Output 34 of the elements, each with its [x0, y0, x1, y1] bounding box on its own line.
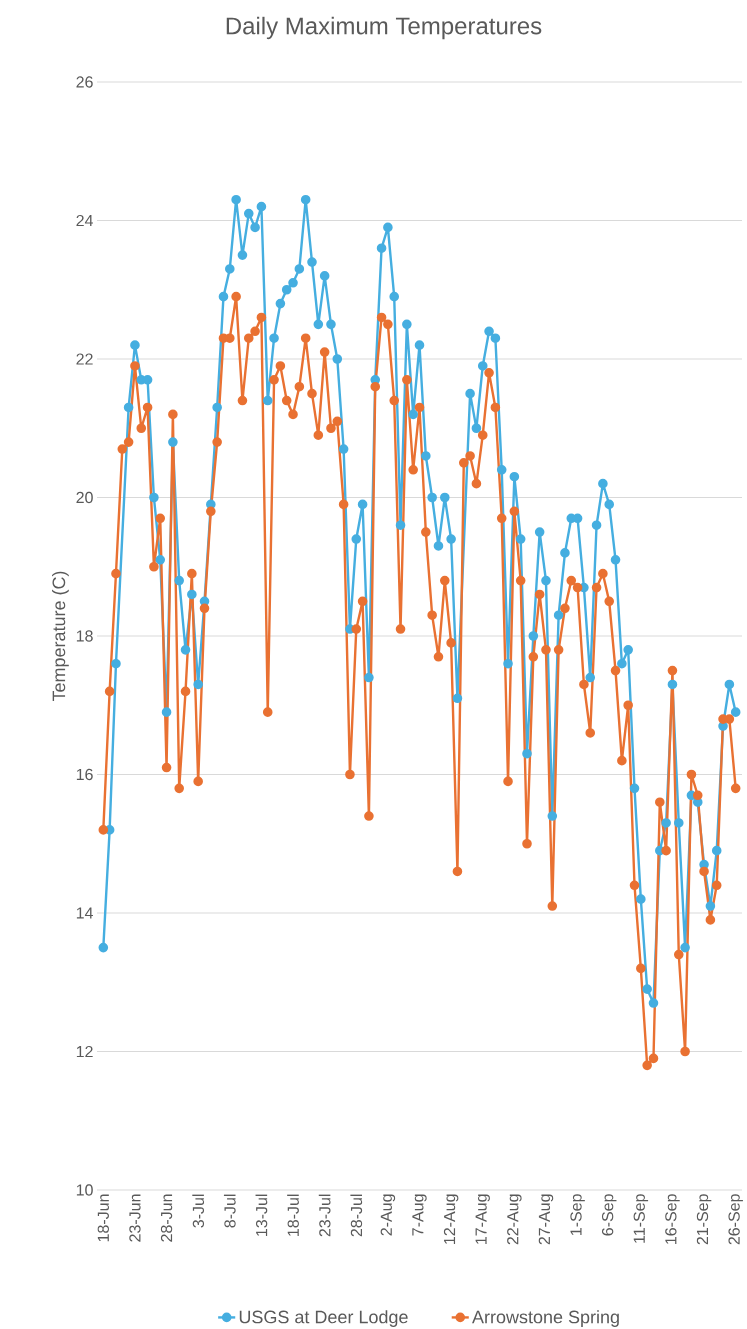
- y-tick-label: 26: [76, 76, 93, 88]
- legend-label: USGS at Deer Lodge: [239, 1310, 408, 1327]
- y-tick-label: 16: [76, 768, 93, 781]
- x-tick-label: 23-Jul: [318, 1194, 331, 1237]
- x-tick-label: 2-Aug: [380, 1194, 396, 1236]
- x-tick-label: 28-Jul: [350, 1194, 363, 1237]
- x-tick-label: 26-Sep: [728, 1194, 743, 1245]
- x-tick-label: 21-Sep: [696, 1194, 712, 1245]
- x-tick-label: 11-Sep: [633, 1194, 649, 1243]
- x-tick-label: 8-Jul: [223, 1194, 236, 1228]
- chart-title: Daily Maximum Temperatures: [226, 16, 542, 40]
- x-tick-label: 18-Jun: [97, 1194, 109, 1242]
- x-tick-label: 23-Jun: [129, 1194, 141, 1242]
- y-tick-label: 24: [76, 214, 93, 227]
- y-tick-label: 10: [76, 1184, 93, 1196]
- x-tick-label: 3-Jul: [192, 1194, 205, 1228]
- legend-label: Arrowstone Spring: [472, 1310, 619, 1327]
- x-tick-label: 27-Aug: [538, 1194, 554, 1245]
- x-tick-label: 16-Sep: [665, 1194, 680, 1244]
- x-tick-label: 22-Aug: [507, 1194, 522, 1245]
- x-tick-label: 6-Sep: [601, 1194, 617, 1236]
- x-tick-label: 18-Jul: [287, 1194, 299, 1236]
- x-tick-label: 17-Aug: [475, 1194, 490, 1244]
- x-tick-label: 1-Sep: [570, 1194, 585, 1235]
- y-tick-label: 22: [76, 353, 93, 365]
- y-tick-label: 12: [76, 1045, 93, 1058]
- y-tick-label: 14: [76, 907, 93, 919]
- y-axis-title: Temperature (C): [52, 571, 69, 702]
- x-tick-label: 12-Aug: [443, 1194, 459, 1244]
- x-tick-label: 13-Jul: [255, 1194, 268, 1236]
- y-tick-label: 20: [76, 491, 93, 504]
- y-tick-label: 18: [76, 630, 93, 642]
- x-tick-label: 7-Aug: [412, 1194, 427, 1236]
- x-tick-label: 28-Jun: [160, 1194, 173, 1242]
